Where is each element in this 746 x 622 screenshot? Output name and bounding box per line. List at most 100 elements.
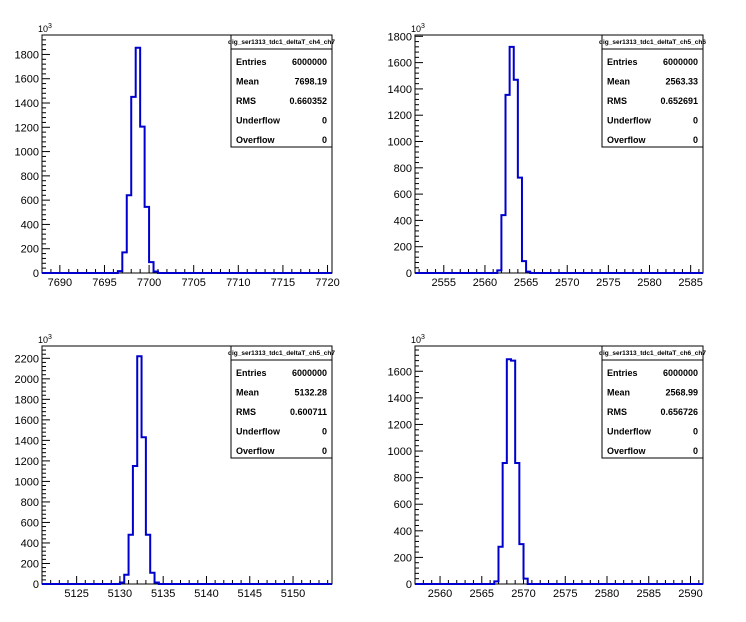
stats-label: Entries: [607, 368, 638, 378]
x-tick-label: 2570: [511, 588, 535, 600]
stats-value: 0.652691: [660, 96, 698, 106]
y-tick-label: 1600: [388, 366, 412, 378]
stats-label: Overflow: [607, 446, 647, 456]
x-tick-label: 5140: [194, 588, 218, 600]
y-tick-label: 2000: [15, 374, 39, 386]
x-tick-label: 2585: [678, 277, 702, 289]
histogram-bin: [522, 261, 526, 273]
x-tick-label: 7720: [315, 277, 339, 289]
stats-label: Entries: [607, 57, 638, 67]
stats-value: 0: [693, 446, 698, 456]
y-exponent-label: 103: [38, 334, 52, 345]
y-tick-label: 1800: [15, 394, 39, 406]
histogram-panel-2: 2555 2560 2565 2570 2575 2580 2585 0 200 400 600 80…: [388, 23, 707, 289]
y-tick-label: 1400: [388, 84, 412, 96]
stats-box-border: [230, 34, 333, 148]
x-tick-label: 5150: [281, 588, 305, 600]
histogram-bin: [494, 581, 498, 584]
histogram-bin: [120, 582, 124, 584]
x-tick-label: 7715: [271, 277, 295, 289]
y-tick-label: 1400: [15, 435, 39, 447]
x-tick-label: 7705: [181, 277, 205, 289]
stats-label: RMS: [607, 407, 627, 417]
stats-value: 7698.19: [294, 77, 327, 87]
histogram-bin: [519, 544, 523, 584]
stats-label: Entries: [236, 368, 267, 378]
histogram-bin: [497, 270, 501, 273]
y-tick-label: 1000: [15, 476, 39, 488]
y-tick-label: 1600: [388, 58, 412, 70]
histogram-panel-4: 2560 2565 2570 2575 2580 2585 2590 0 200 400 600 80…: [388, 334, 707, 600]
stats-value: 0: [322, 427, 327, 437]
x-tick-label: 2565: [470, 588, 494, 600]
stats-value: 0: [322, 116, 327, 126]
y-tick-label: 800: [21, 171, 39, 183]
stats-box: dig_ser1313_tdc1_deltaT_ch6_ch7 Entries 60…: [599, 345, 706, 459]
stats-value: 6000000: [292, 368, 327, 378]
histogram-bin: [510, 47, 514, 273]
x-tick-label: 2560: [473, 277, 497, 289]
x-tick-label: 7710: [226, 277, 250, 289]
histogram-line: [415, 358, 703, 585]
histogram-bin: [511, 361, 515, 584]
histogram-bin: [515, 463, 519, 584]
y-tick-label: 200: [394, 242, 412, 254]
stats-title: dig_ser1313_tdc1_deltaT_ch5_ch6: [599, 39, 706, 46]
x-tick-label: 7700: [137, 277, 161, 289]
histogram-bin: [136, 48, 140, 273]
histogram-bin: [498, 547, 502, 584]
histogram-bin: [526, 272, 530, 273]
y-tick-label: 800: [21, 497, 39, 509]
histogram-bin: [146, 535, 150, 584]
stats-value: 0.600711: [290, 407, 327, 417]
histogram-bin: [524, 579, 528, 584]
stats-title: dig_ser1313_tdc1_deltaT_ch4_ch7: [228, 39, 335, 46]
y-tick-label: 600: [394, 189, 412, 201]
histogram-bin: [506, 95, 510, 273]
stats-value: 0: [693, 116, 698, 126]
stats-label: Underflow: [607, 427, 652, 437]
stats-label: Underflow: [236, 116, 281, 126]
histogram-bin: [514, 80, 518, 273]
x-tick-label: 7690: [48, 277, 72, 289]
stats-label: Overflow: [607, 135, 647, 145]
x-tick-label: 2560: [428, 588, 452, 600]
stats-label: Mean: [236, 388, 259, 398]
y-tick-label: 1000: [388, 446, 412, 458]
y-tick-label: 0: [406, 579, 412, 591]
histogram-line: [415, 45, 703, 274]
histogram-bin: [122, 252, 126, 273]
stats-label: Underflow: [607, 116, 652, 126]
y-tick-label: 0: [33, 268, 39, 280]
y-tick-label: 1200: [15, 456, 39, 468]
y-tick-label: 1200: [388, 419, 412, 431]
y-tick-label: 400: [21, 219, 39, 231]
x-tick-label: 5130: [108, 588, 132, 600]
x-tick-label: 2575: [596, 277, 620, 289]
stats-label: RMS: [607, 96, 627, 106]
y-tick-label: 1000: [388, 137, 412, 149]
histogram-bin: [129, 535, 133, 584]
y-tick-label: 400: [394, 526, 412, 538]
stats-box: dig_ser1313_tdc1_deltaT_ch5_ch7 Entries 60…: [228, 345, 335, 459]
stats-box: dig_ser1313_tdc1_deltaT_ch4_ch7 Entries 60…: [228, 34, 335, 148]
histogram-bin: [503, 463, 507, 584]
y-tick-label: 200: [394, 552, 412, 564]
x-tick-label: 2580: [637, 277, 661, 289]
stats-value: 0.660352: [289, 96, 327, 106]
x-tick-label: 5125: [64, 588, 88, 600]
histogram-bin: [507, 359, 511, 584]
histogram-bin: [142, 437, 146, 584]
histogram-bin: [124, 575, 128, 584]
stats-value: 6000000: [292, 57, 327, 67]
histogram-line: [42, 46, 332, 274]
stats-value: 5132.28: [294, 388, 327, 398]
y-tick-label: 600: [21, 195, 39, 207]
stats-label: RMS: [236, 407, 256, 417]
stats-box-border: [601, 345, 704, 459]
stats-label: Entries: [236, 57, 267, 67]
y-tick-label: 2200: [15, 353, 39, 365]
stats-box-border: [230, 345, 333, 459]
y-tick-label: 1600: [15, 74, 39, 86]
